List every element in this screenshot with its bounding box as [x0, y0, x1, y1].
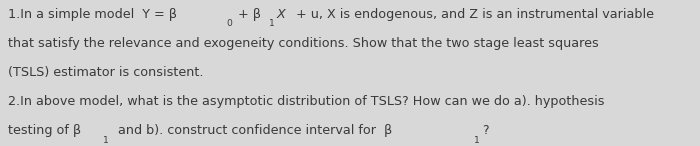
Text: and b). construct confidence interval for  β: and b). construct confidence interval fo… [110, 124, 393, 137]
Text: X: X [276, 8, 285, 21]
Text: 1.In a simple model  Y = β: 1.In a simple model Y = β [8, 8, 177, 21]
Text: testing of β: testing of β [8, 124, 81, 137]
Text: + β: + β [234, 8, 261, 21]
Text: 1: 1 [103, 136, 108, 145]
Text: 1: 1 [475, 136, 480, 145]
Text: 0: 0 [227, 19, 232, 28]
Text: that satisfy the relevance and exogeneity conditions. Show that the two stage le: that satisfy the relevance and exogeneit… [8, 37, 599, 50]
Text: ?: ? [482, 124, 489, 137]
Text: + u, X is endogenous, and Z is an instrumental variable: + u, X is endogenous, and Z is an instru… [288, 8, 654, 21]
Text: (TSLS) estimator is consistent.: (TSLS) estimator is consistent. [8, 66, 204, 79]
Text: 2.In above model, what is the asymptotic distribution of TSLS? How can we do a).: 2.In above model, what is the asymptotic… [8, 95, 605, 108]
Text: 1: 1 [269, 19, 274, 28]
